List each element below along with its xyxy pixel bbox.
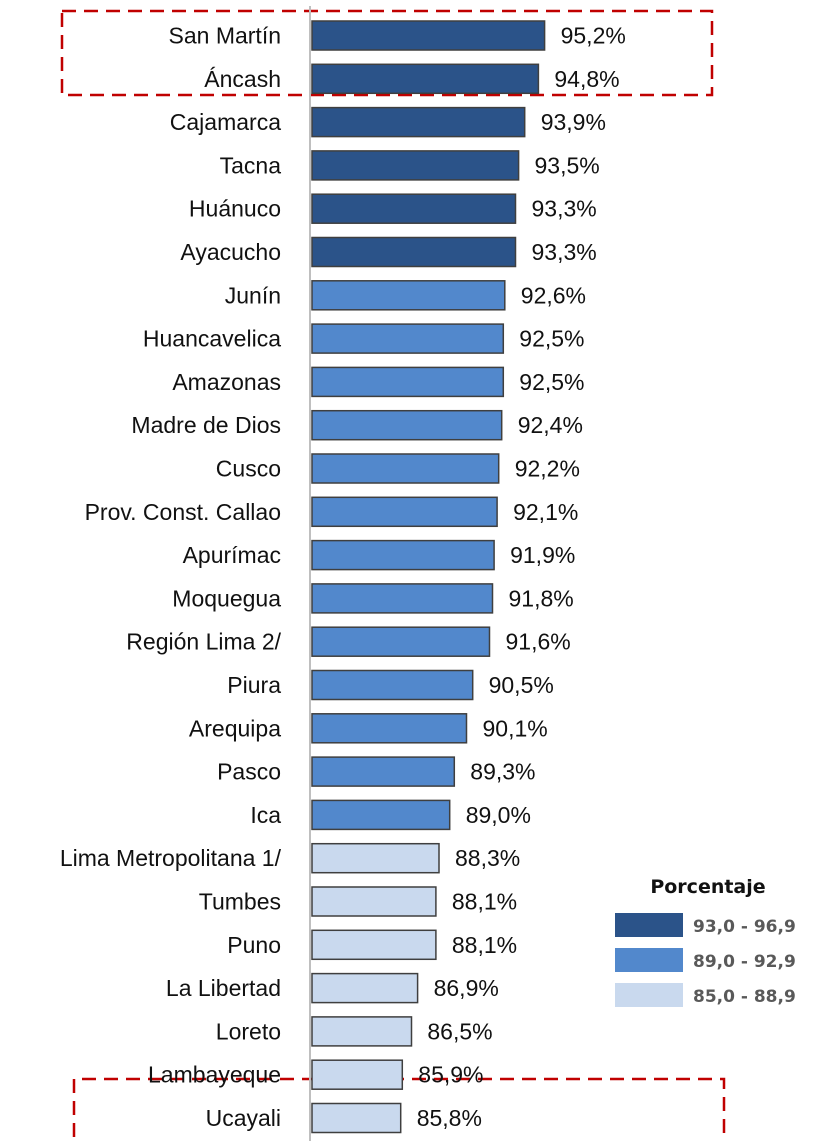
category-label: Arequipa xyxy=(189,715,281,741)
category-label: Huancavelica xyxy=(143,326,281,352)
value-label: 95,2% xyxy=(561,23,626,49)
value-label: 92,5% xyxy=(519,326,584,352)
category-label: Región Lima 2/ xyxy=(126,629,281,655)
bar xyxy=(311,280,506,311)
bar xyxy=(311,193,517,224)
category-label: Lambayeque xyxy=(148,1062,281,1088)
bar xyxy=(311,756,456,787)
bar xyxy=(311,453,500,484)
bar xyxy=(311,886,437,917)
bar xyxy=(311,842,440,874)
bar xyxy=(311,323,505,354)
value-label: 90,5% xyxy=(489,672,554,698)
bars-group xyxy=(311,20,546,1134)
legend-swatch xyxy=(615,913,683,937)
value-label: 86,9% xyxy=(434,975,499,1001)
category-label: San Martín xyxy=(169,23,282,49)
category-label: Prov. Const. Callao xyxy=(85,499,281,525)
value-label: 89,0% xyxy=(466,802,531,828)
category-label: Lima Metropolitana 1/ xyxy=(60,845,282,871)
legend-entries: 93,0 - 96,9 89,0 - 92,9 85,0 - 88,9 xyxy=(615,913,796,1007)
value-label: 92,2% xyxy=(515,456,580,482)
value-label: 91,9% xyxy=(510,542,575,568)
category-label: Ica xyxy=(250,802,281,828)
category-label: Tacna xyxy=(220,152,282,178)
value-label: 85,9% xyxy=(418,1062,483,1088)
value-label: 92,1% xyxy=(513,499,578,525)
category-label: Madre de Dios xyxy=(131,412,281,438)
highlight-box xyxy=(60,9,714,97)
value-label: 88,1% xyxy=(452,932,517,958)
bar xyxy=(311,496,498,528)
legend-title: Porcentaje xyxy=(650,876,765,898)
category-label: Cusco xyxy=(216,456,281,482)
category-label: Puno xyxy=(227,932,281,958)
value-label: 92,4% xyxy=(518,412,583,438)
bar xyxy=(311,1102,402,1134)
value-label: 86,5% xyxy=(427,1018,492,1044)
value-label: 90,1% xyxy=(483,715,548,741)
bar xyxy=(311,366,505,398)
category-label: Tumbes xyxy=(199,889,281,915)
category-labels: San Martín Áncash Cajamarca Tacna Huánuco Aya… xyxy=(60,23,282,1132)
category-label: Ayacucho xyxy=(180,239,281,265)
value-labels: 95,2% 94,8% 93,9% 93,5% 93,3% 93,3% 92,6% 92,5%… xyxy=(417,23,626,1132)
bar xyxy=(311,539,495,571)
value-label: 88,3% xyxy=(455,845,520,871)
bar xyxy=(311,799,451,831)
value-label: 93,5% xyxy=(535,152,600,178)
value-label: 92,5% xyxy=(519,369,584,395)
value-label: 93,9% xyxy=(541,109,606,135)
legend-label: 89,0 - 92,9 xyxy=(693,952,796,972)
category-label: Moquegua xyxy=(172,585,281,611)
bar xyxy=(311,1059,404,1090)
value-label: 91,6% xyxy=(506,629,571,655)
value-label: 92,6% xyxy=(521,282,586,308)
bar xyxy=(311,626,491,657)
category-label: Áncash xyxy=(204,66,281,92)
category-label: Ucayali xyxy=(206,1105,281,1131)
category-label: Pasco xyxy=(217,759,281,785)
category-label: Amazonas xyxy=(172,369,281,395)
value-label: 93,3% xyxy=(532,239,597,265)
bar xyxy=(311,150,520,181)
value-label: 88,1% xyxy=(452,889,517,915)
value-label: 93,3% xyxy=(532,196,597,222)
category-label: Loreto xyxy=(216,1018,281,1044)
legend: Porcentaje 93,0 - 96,9 89,0 - 92,9 85,0 - … xyxy=(615,876,796,1007)
legend-label: 85,0 - 88,9 xyxy=(693,987,796,1007)
category-label: La Libertad xyxy=(166,975,281,1001)
bar xyxy=(311,583,494,614)
bar xyxy=(311,1016,413,1047)
bar xyxy=(311,63,540,95)
category-label: Piura xyxy=(227,672,281,698)
bar xyxy=(311,106,526,138)
category-label: Huánuco xyxy=(189,196,281,222)
value-label: 89,3% xyxy=(470,759,535,785)
bar xyxy=(311,20,546,51)
legend-swatch xyxy=(615,948,683,972)
legend-swatch xyxy=(615,983,683,1007)
value-label: 85,8% xyxy=(417,1105,482,1131)
bar xyxy=(311,669,474,701)
value-label: 91,8% xyxy=(509,585,574,611)
bar xyxy=(311,236,517,268)
value-label: 94,8% xyxy=(554,66,619,92)
category-label: Cajamarca xyxy=(170,109,281,135)
bar xyxy=(311,972,419,1004)
bar xyxy=(311,713,468,744)
category-label: Apurímac xyxy=(183,542,281,568)
bar xyxy=(311,409,503,441)
bar xyxy=(311,929,437,961)
legend-label: 93,0 - 96,9 xyxy=(693,917,796,937)
category-label: Junín xyxy=(225,282,281,308)
